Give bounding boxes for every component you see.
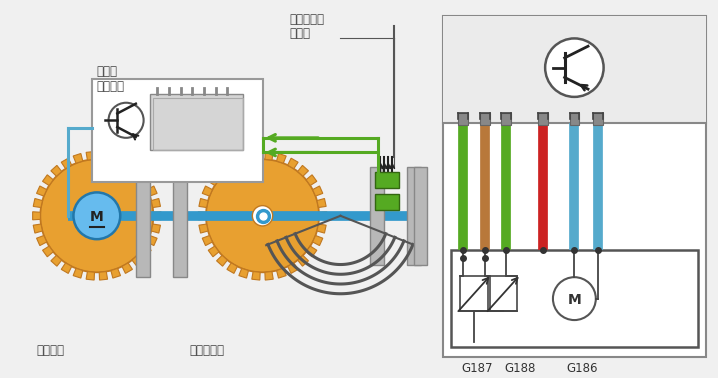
- Bar: [569, 113, 579, 125]
- Polygon shape: [86, 271, 95, 280]
- Text: 节气门角度: 节气门角度: [290, 13, 325, 26]
- Bar: [480, 113, 490, 125]
- Bar: [173, 155, 187, 277]
- Polygon shape: [298, 256, 309, 266]
- Polygon shape: [199, 198, 208, 208]
- Polygon shape: [319, 212, 327, 220]
- Polygon shape: [86, 152, 95, 160]
- Polygon shape: [276, 268, 286, 278]
- Polygon shape: [73, 153, 83, 163]
- Polygon shape: [312, 235, 323, 246]
- Bar: [501, 113, 511, 125]
- Circle shape: [73, 192, 120, 239]
- Text: M: M: [90, 210, 103, 224]
- Polygon shape: [122, 263, 132, 273]
- Polygon shape: [33, 198, 42, 208]
- Polygon shape: [252, 152, 260, 160]
- Polygon shape: [288, 158, 298, 169]
- Polygon shape: [306, 175, 317, 186]
- Text: 驱动装置: 驱动装置: [37, 344, 65, 358]
- Bar: [443, 16, 706, 357]
- Bar: [458, 113, 468, 125]
- Polygon shape: [42, 246, 53, 257]
- Polygon shape: [317, 224, 326, 233]
- Polygon shape: [208, 175, 219, 186]
- Bar: [136, 155, 151, 277]
- Polygon shape: [202, 186, 213, 196]
- Text: M: M: [567, 293, 582, 307]
- Polygon shape: [151, 198, 161, 208]
- Polygon shape: [276, 153, 286, 163]
- Circle shape: [252, 206, 273, 226]
- Bar: [370, 167, 384, 265]
- Polygon shape: [217, 256, 228, 266]
- Text: G186: G186: [567, 362, 598, 375]
- Polygon shape: [141, 175, 151, 186]
- Bar: [154, 98, 243, 150]
- Polygon shape: [33, 224, 42, 233]
- Polygon shape: [288, 263, 298, 273]
- Bar: [460, 276, 488, 311]
- Polygon shape: [61, 263, 72, 273]
- Polygon shape: [147, 186, 157, 196]
- Polygon shape: [122, 158, 132, 169]
- Text: G187: G187: [462, 362, 493, 375]
- Bar: [92, 79, 263, 182]
- Polygon shape: [132, 166, 143, 176]
- Polygon shape: [51, 256, 62, 266]
- Polygon shape: [265, 271, 274, 280]
- Circle shape: [206, 159, 319, 272]
- Polygon shape: [147, 235, 157, 246]
- Text: 节气门阀门: 节气门阀门: [190, 344, 225, 358]
- Circle shape: [40, 159, 154, 272]
- Bar: [375, 172, 399, 187]
- Polygon shape: [132, 256, 143, 266]
- Text: 传感器: 传感器: [290, 27, 311, 40]
- Polygon shape: [317, 198, 326, 208]
- Polygon shape: [153, 212, 161, 220]
- Polygon shape: [239, 153, 248, 163]
- Bar: [443, 16, 706, 123]
- Text: G188: G188: [504, 362, 536, 375]
- Polygon shape: [312, 186, 323, 196]
- Polygon shape: [227, 263, 238, 273]
- Polygon shape: [208, 246, 219, 257]
- Polygon shape: [32, 212, 40, 220]
- Polygon shape: [239, 268, 248, 278]
- Polygon shape: [111, 153, 121, 163]
- Polygon shape: [37, 235, 47, 246]
- Polygon shape: [298, 166, 309, 176]
- Circle shape: [553, 277, 596, 320]
- Polygon shape: [141, 246, 151, 257]
- Polygon shape: [252, 271, 260, 280]
- Polygon shape: [202, 235, 213, 246]
- Bar: [538, 113, 548, 125]
- Polygon shape: [99, 152, 108, 160]
- Bar: [593, 113, 602, 125]
- Polygon shape: [73, 268, 83, 278]
- Bar: [490, 276, 517, 311]
- Bar: [451, 250, 698, 347]
- Polygon shape: [51, 166, 62, 176]
- Text: 发动机
控制单元: 发动机 控制单元: [97, 65, 125, 93]
- Circle shape: [87, 206, 107, 226]
- Polygon shape: [217, 166, 228, 176]
- Polygon shape: [99, 271, 108, 280]
- Polygon shape: [42, 175, 53, 186]
- Bar: [375, 194, 399, 210]
- Bar: [414, 167, 427, 265]
- Polygon shape: [111, 268, 121, 278]
- Polygon shape: [306, 246, 317, 257]
- Polygon shape: [227, 158, 238, 169]
- Polygon shape: [199, 224, 208, 233]
- Polygon shape: [151, 224, 161, 233]
- Circle shape: [545, 39, 604, 97]
- Bar: [151, 94, 243, 150]
- Polygon shape: [37, 186, 47, 196]
- Polygon shape: [61, 158, 72, 169]
- Polygon shape: [198, 212, 206, 220]
- Polygon shape: [265, 152, 274, 160]
- Bar: [407, 167, 421, 265]
- Circle shape: [108, 103, 144, 138]
